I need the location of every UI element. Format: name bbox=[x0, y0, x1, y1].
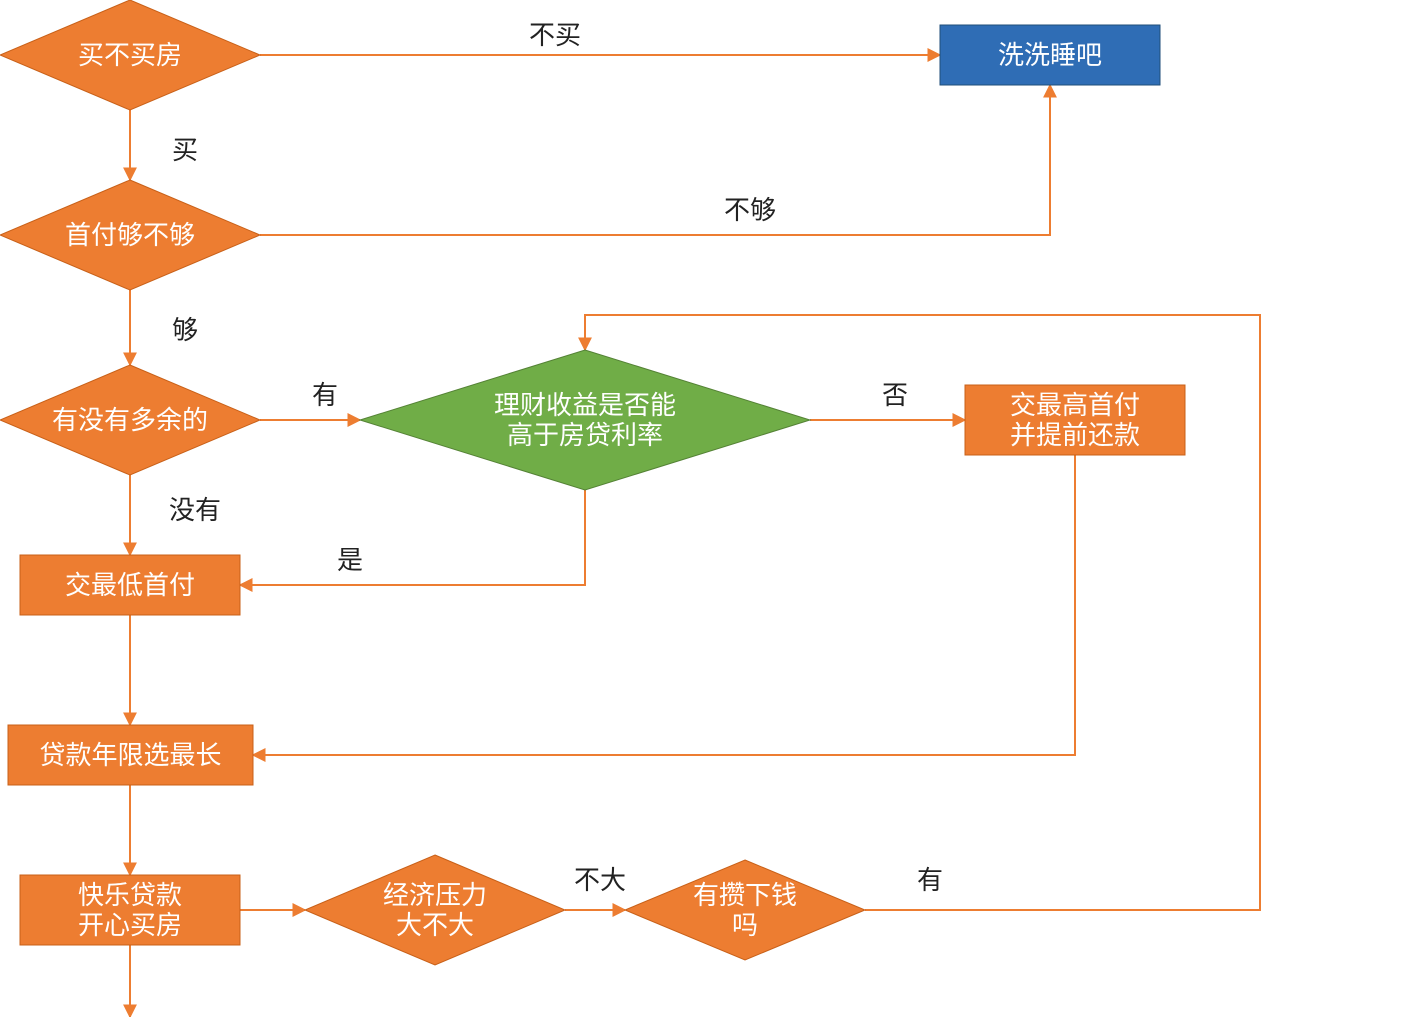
edge-label-e8: 是 bbox=[337, 545, 363, 575]
node-text-n11-1: 吗 bbox=[732, 910, 758, 940]
node-text-n5-0: 理财收益是否能 bbox=[494, 390, 676, 420]
node-text-n8-0: 贷款年限选最长 bbox=[39, 740, 221, 770]
edge-label-e3: 不够 bbox=[724, 195, 776, 225]
node-text-n11-0: 有攒下钱 bbox=[693, 880, 797, 910]
edge-label-e7: 没有 bbox=[169, 495, 221, 525]
edge-label-e5: 有 bbox=[312, 380, 338, 410]
edge-e8 bbox=[240, 490, 585, 585]
node-text-n6-0: 交最高首付 bbox=[1010, 390, 1140, 420]
edge-label-e4: 够 bbox=[172, 315, 198, 345]
edge-label-e6: 否 bbox=[882, 380, 908, 410]
node-n10: 经济压力大不大 bbox=[305, 855, 565, 965]
node-text-n10-0: 经济压力 bbox=[383, 880, 487, 910]
edge-label-e13: 不大 bbox=[574, 865, 626, 895]
node-text-n10-1: 大不大 bbox=[396, 910, 474, 940]
node-n2: 洗洗睡吧 bbox=[940, 25, 1160, 85]
node-n9: 快乐贷款开心买房 bbox=[20, 875, 240, 945]
node-text-n2-0: 洗洗睡吧 bbox=[998, 40, 1102, 70]
node-text-n3-0: 首付够不够 bbox=[65, 220, 195, 250]
node-text-n9-0: 快乐贷款 bbox=[78, 880, 182, 910]
node-text-n1-0: 买不买房 bbox=[78, 40, 182, 70]
node-text-n5-1: 高于房贷利率 bbox=[507, 420, 663, 450]
node-n1: 买不买房 bbox=[0, 0, 260, 110]
node-n6: 交最高首付并提前还款 bbox=[965, 385, 1185, 455]
edge-label-e1: 不买 bbox=[529, 20, 581, 50]
node-n7: 交最低首付 bbox=[20, 555, 240, 615]
node-text-n4-0: 有没有多余的 bbox=[52, 405, 208, 435]
edge-e3 bbox=[260, 85, 1050, 235]
node-n4: 有没有多余的 bbox=[0, 365, 260, 475]
flowchart-canvas: 买不买房 洗洗睡吧首付够不够有没有多余的 理财收益是否能高于房贷利率 交最高首付并提前… bbox=[0, 0, 1419, 1017]
node-text-n6-1: 并提前还款 bbox=[1010, 420, 1140, 450]
node-n11: 有攒下钱吗 bbox=[625, 860, 865, 960]
node-n5: 理财收益是否能高于房贷利率 bbox=[360, 350, 810, 490]
node-n3: 首付够不够 bbox=[0, 180, 260, 290]
node-text-n9-1: 开心买房 bbox=[78, 910, 182, 940]
edge-e10 bbox=[253, 455, 1075, 755]
node-n8: 贷款年限选最长 bbox=[8, 725, 253, 785]
edges-layer bbox=[130, 55, 1260, 1017]
node-text-n7-0: 交最低首付 bbox=[65, 570, 195, 600]
edge-label-e14: 有 bbox=[917, 865, 943, 895]
edge-label-e2: 买 bbox=[172, 135, 198, 165]
